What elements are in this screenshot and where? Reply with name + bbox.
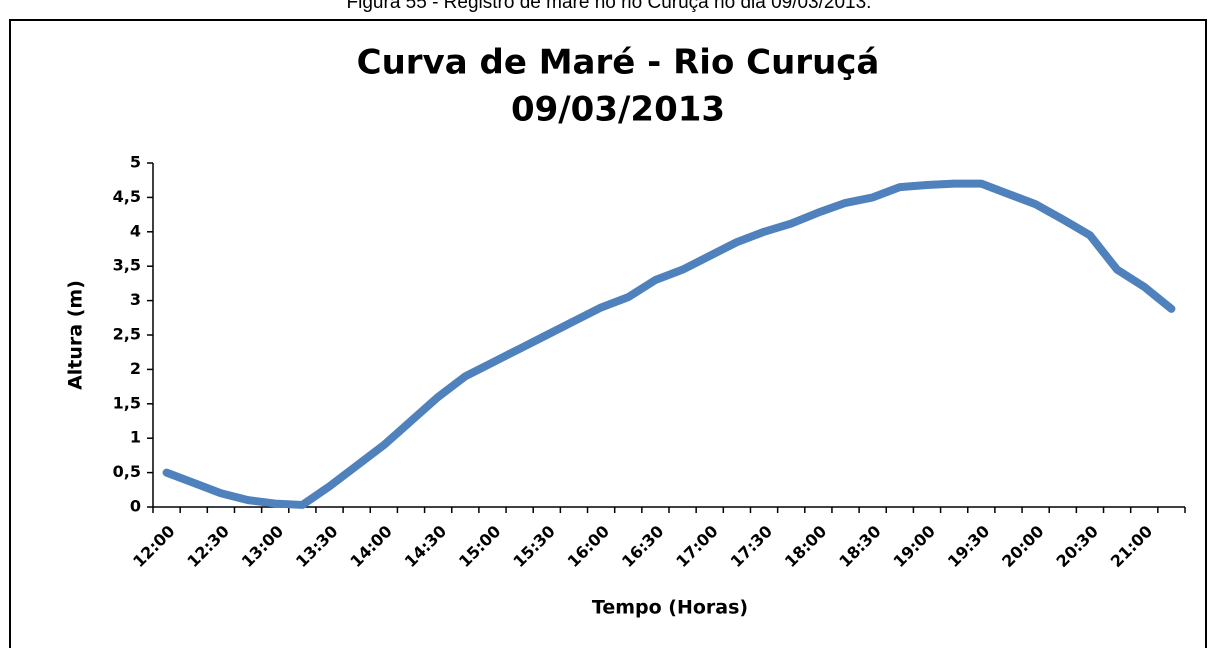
x-tick-label: 16:30 bbox=[618, 522, 667, 571]
x-tick-label: 14:30 bbox=[401, 522, 450, 571]
frame bbox=[9, 19, 1207, 648]
y-tick-label: 5 bbox=[130, 153, 141, 172]
x-tick-label: 17:30 bbox=[727, 522, 776, 571]
y-tick-label: 2,5 bbox=[113, 325, 141, 344]
y-tick-label: 4 bbox=[130, 221, 141, 240]
x-axis-label: Tempo (Horas) bbox=[592, 597, 748, 619]
x-tick-label: 12:00 bbox=[129, 522, 178, 571]
x-tick-label: 18:30 bbox=[835, 522, 884, 571]
y-tick-label: 0,5 bbox=[113, 462, 141, 481]
line-series bbox=[162, 179, 1176, 509]
x-tick-label: 15:00 bbox=[455, 522, 504, 571]
x-tick-label: 13:30 bbox=[292, 522, 341, 571]
y-tick-label: 0 bbox=[130, 497, 141, 516]
y-tick-label: 2 bbox=[130, 359, 141, 378]
chart-title: Curva de Maré - Rio Curuçá bbox=[357, 43, 880, 83]
x-tick-label: 19:00 bbox=[890, 522, 939, 571]
y-axis-label: Altura (m) bbox=[65, 280, 87, 390]
x-tick-label: 15:30 bbox=[509, 522, 558, 571]
x-tick-label: 13:00 bbox=[238, 522, 287, 571]
x-tick-label: 18:00 bbox=[781, 522, 830, 571]
y-tick-label: 3,5 bbox=[113, 256, 141, 275]
x-tick-label: 17:00 bbox=[672, 522, 721, 571]
x-tick-label: 14:00 bbox=[346, 522, 395, 571]
chart-subtitle: 09/03/2013 bbox=[511, 90, 725, 130]
y-tick-label: 1 bbox=[130, 428, 141, 447]
caption: Figura 55 - Registro de maré no rio Curu… bbox=[347, 0, 872, 13]
x-tick-label: 16:00 bbox=[564, 522, 613, 571]
y-tick-label: 4,5 bbox=[113, 187, 141, 206]
x-tick-label: 20:30 bbox=[1053, 522, 1102, 571]
y-tick-label: 3 bbox=[130, 290, 141, 309]
x-tick-label: 12:30 bbox=[183, 522, 232, 571]
x-tick-label: 21:00 bbox=[1107, 522, 1156, 571]
x-tick-label: 20:00 bbox=[998, 522, 1047, 571]
y-tick-label: 1,5 bbox=[113, 393, 141, 412]
x-tick-label: 19:30 bbox=[944, 522, 993, 571]
